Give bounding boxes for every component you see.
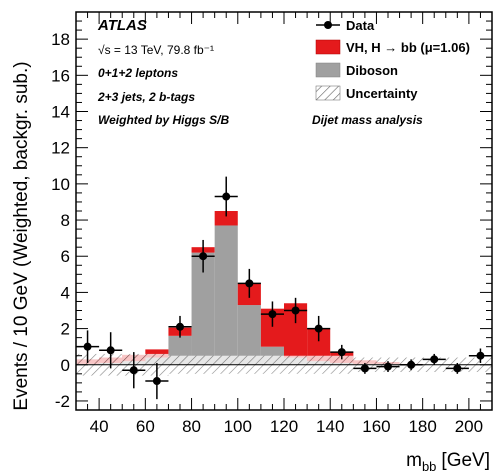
data-point — [337, 348, 346, 357]
y-tick-label: 10 — [51, 175, 70, 194]
y-tick-label: 14 — [51, 103, 70, 122]
data-point — [268, 310, 277, 319]
x-tick-label: 100 — [224, 417, 252, 436]
data-point — [176, 322, 184, 331]
y-axis-title: Events / 10 GeV (Weighted, backgr. sub.) — [11, 61, 32, 410]
legend-entry-diboson: Diboson — [315, 62, 398, 78]
signal-bar — [284, 303, 308, 358]
legend-label-uncertainty: Uncertainty — [346, 86, 418, 101]
data-point — [106, 346, 115, 355]
x-tick-label: 60 — [136, 417, 155, 436]
signal-bar — [260, 308, 284, 347]
data-points — [76, 176, 492, 400]
data-point — [476, 351, 485, 360]
data-point — [222, 192, 231, 201]
x-axis-title-subscript: bb — [422, 459, 436, 474]
data-point — [291, 306, 300, 315]
diboson-bar — [214, 225, 238, 365]
legend: Data VH, H → bb (μ=1.06) Diboson Uncerta… — [315, 18, 470, 101]
x-tick-label: 200 — [455, 417, 483, 436]
data-point — [407, 360, 416, 369]
y-tick-label: 18 — [51, 30, 70, 49]
x-tick-label: 140 — [316, 417, 344, 436]
x-tick-label: 180 — [408, 417, 436, 436]
data-point — [129, 366, 138, 375]
x-axis-title: mbb [GeV] — [406, 450, 490, 474]
atlas-label: ATLAS — [97, 17, 147, 34]
x-axis-title-unit: [GeV] — [441, 450, 490, 471]
y-tick-label: -2 — [55, 392, 70, 411]
data-point — [453, 364, 462, 373]
x-tick-label: 160 — [362, 417, 390, 436]
y-tick-label: 2 — [61, 320, 70, 339]
signal-bar — [307, 328, 331, 362]
axis-tick-labels: 40 60 80 100 120 140 160 180 200 -2 0 2 4 6 8 10 12 14 16 1… — [51, 30, 483, 436]
data-point — [245, 279, 254, 288]
axis-ticks — [75, 12, 493, 410]
y-tick-label: 6 — [61, 247, 70, 266]
note-jets: 2+3 jets, 2 b-tags — [97, 90, 195, 104]
y-tick-label: 0 — [61, 356, 70, 375]
diboson-bar — [191, 252, 215, 365]
data-point — [314, 324, 323, 333]
x-tick-label: 40 — [90, 417, 109, 436]
note-energy-lumi: √s = 13 TeV, 79.8 fb⁻¹ — [98, 43, 214, 57]
legend-label-diboson: Diboson — [346, 63, 398, 78]
note-weighting: Weighted by Higgs S/B — [98, 113, 229, 127]
x-tick-label: 120 — [270, 417, 298, 436]
legend-diboson-swatch — [315, 62, 341, 78]
data-point — [152, 377, 161, 386]
y-tick-label: 8 — [61, 211, 70, 230]
y-tick-label: 16 — [51, 66, 70, 85]
legend-data-marker — [324, 21, 332, 29]
legend-entry-signal: VH, H → bb (μ=1.06) — [315, 39, 470, 55]
y-tick-label: 12 — [51, 139, 70, 158]
diboson-bar — [237, 305, 261, 365]
x-tick-label: 80 — [182, 417, 201, 436]
note-leptons: 0+1+2 leptons — [98, 66, 178, 80]
legend-label-data: Data — [346, 18, 375, 33]
legend-uncertainty-swatch — [315, 85, 341, 101]
signal-bar — [214, 211, 238, 226]
data-point — [83, 342, 92, 351]
legend-entry-uncertainty: Uncertainty — [315, 85, 418, 101]
data-point — [430, 355, 439, 364]
data-point — [360, 364, 369, 373]
legend-entry-data: Data — [316, 18, 375, 33]
data-point — [384, 362, 392, 371]
legend-signal-swatch — [315, 39, 341, 55]
data-point — [199, 252, 208, 261]
legend-label-signal: VH, H → bb (μ=1.06) — [346, 40, 470, 55]
y-tick-label: 4 — [61, 283, 70, 302]
analysis-label: Dijet mass analysis — [312, 113, 423, 127]
signal-bar — [145, 349, 169, 358]
